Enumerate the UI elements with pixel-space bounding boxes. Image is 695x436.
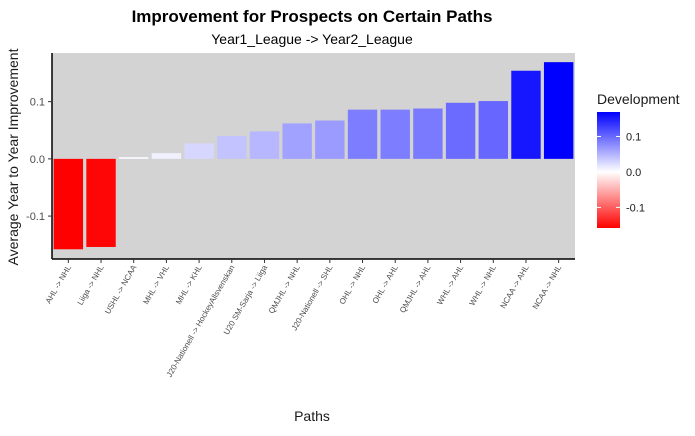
x-tick-label: OHL -> AHL	[371, 263, 401, 305]
x-tick-label: J20-Nationell -> HockeyAllsvenskan	[165, 264, 237, 379]
legend-title: Development	[597, 91, 680, 107]
x-tick-label: QMJHL -> AHL	[398, 263, 433, 314]
bar	[282, 123, 312, 159]
bar	[315, 120, 345, 159]
bar	[151, 153, 182, 159]
x-tick-label: MHL -> KHL	[174, 263, 204, 306]
y-tick-label: -0.1	[26, 211, 45, 223]
y-tick-label: 0.0	[30, 154, 45, 166]
bar	[249, 131, 280, 159]
bar	[380, 109, 410, 159]
legend-colorbar	[597, 112, 620, 228]
bar	[478, 101, 508, 159]
bar	[543, 62, 574, 159]
legend-tick-label: 0.1	[626, 131, 641, 143]
legend-tick-label: -0.1	[626, 202, 645, 214]
bar	[184, 143, 214, 159]
bar	[53, 158, 84, 250]
bar	[119, 157, 149, 159]
x-tick-label: USHL -> NCAA	[103, 263, 139, 316]
x-tick-label: WHL -> AHL	[435, 263, 465, 306]
bar	[413, 108, 443, 159]
x-tick-label: NCAA -> AHL	[499, 263, 531, 310]
x-tick-label: WHL -> NHL	[468, 263, 499, 307]
x-tick-label: MHL -> VHL	[141, 263, 171, 306]
bar	[511, 70, 541, 159]
bar	[445, 102, 476, 159]
x-tick-label: Liiga -> NHL	[76, 263, 106, 307]
x-tick-label: NCAA -> NHL	[531, 263, 564, 311]
bar	[347, 109, 378, 159]
x-tick-label: OHL -> NHL	[338, 263, 368, 306]
x-tick-label: QMJHL -> NHL	[267, 263, 302, 315]
legend-tick-label: 0.0	[626, 167, 641, 179]
bar	[86, 158, 116, 247]
x-axis-label: Paths	[294, 408, 330, 424]
bar	[217, 135, 247, 159]
y-axis-label: Average Year to Year Improvement	[5, 48, 21, 265]
x-tick-label: AHL -> NHL	[44, 263, 74, 305]
chart-subtitle: Year1_League -> Year2_League	[211, 31, 413, 47]
y-tick-label: 0.1	[30, 97, 45, 109]
chart-title: Improvement for Prospects on Certain Pat…	[132, 7, 493, 26]
